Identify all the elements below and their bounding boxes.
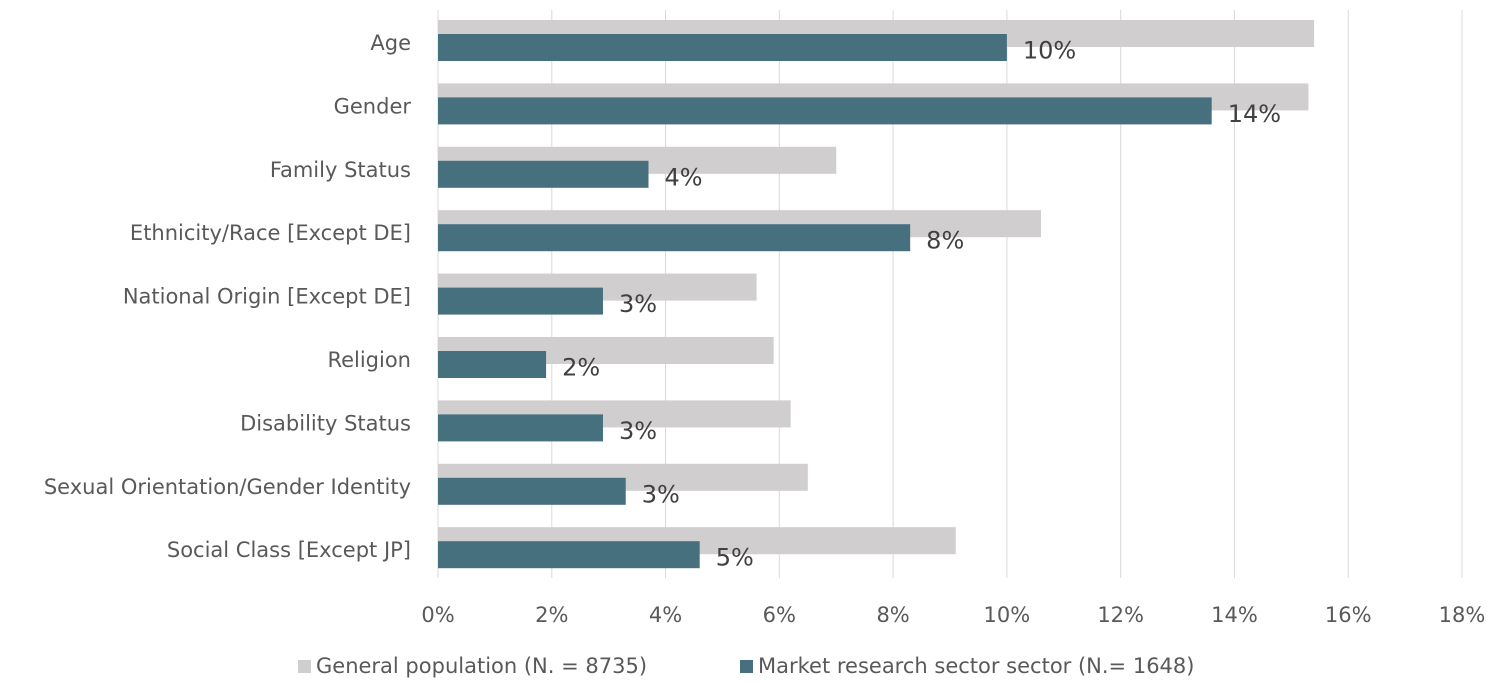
x-tick-label: 0% — [421, 603, 454, 627]
x-tick-label: 2% — [535, 603, 568, 627]
x-tick-label: 12% — [1097, 603, 1144, 627]
category-label: Social Class [Except JP] — [167, 538, 411, 562]
legend-swatch — [740, 660, 753, 673]
bar — [438, 34, 1007, 61]
bar — [438, 414, 603, 442]
value-label: 14% — [1228, 100, 1281, 128]
value-label: 8% — [926, 227, 964, 255]
bar — [438, 287, 603, 315]
x-tick-label: 16% — [1325, 603, 1372, 627]
x-tick-label: 8% — [876, 603, 909, 627]
value-label: 10% — [1023, 37, 1076, 65]
bar — [438, 224, 911, 252]
value-label: 3% — [619, 417, 657, 445]
bar — [438, 541, 700, 569]
value-label: 2% — [562, 354, 600, 382]
x-tick-label: 18% — [1439, 603, 1486, 627]
bar — [438, 477, 626, 505]
value-label: 5% — [716, 544, 754, 572]
bar — [438, 160, 649, 188]
legend-swatch — [298, 660, 311, 673]
category-label: Family Status — [270, 158, 411, 182]
category-label: Ethnicity/Race [Except DE] — [130, 221, 411, 245]
x-tick-label: 4% — [649, 603, 682, 627]
value-label: 3% — [642, 480, 680, 508]
value-label: 4% — [664, 163, 702, 191]
x-tick-label: 6% — [763, 603, 796, 627]
category-label: Disability Status — [240, 411, 411, 435]
category-label: Religion — [327, 348, 411, 372]
category-label: Age — [370, 31, 411, 55]
category-label: Sexual Orientation/Gender Identity — [44, 475, 411, 499]
bar — [438, 97, 1212, 125]
x-tick-label: 14% — [1211, 603, 1258, 627]
legend-label: General population (N. = 8735) — [316, 654, 647, 678]
category-label: National Origin [Except DE] — [123, 285, 411, 309]
value-label: 3% — [619, 290, 657, 318]
x-tick-label: 10% — [984, 603, 1031, 627]
category-label: Gender — [334, 94, 412, 118]
bar — [438, 351, 547, 378]
legend-label: Market research sector sector (N.= 1648) — [758, 654, 1194, 678]
